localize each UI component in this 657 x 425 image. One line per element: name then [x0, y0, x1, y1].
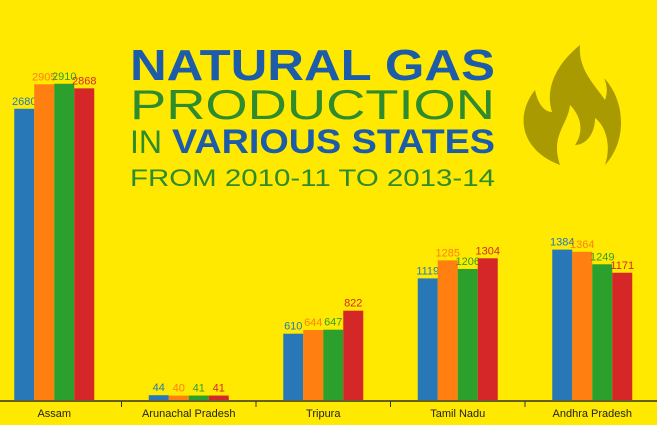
bar [188, 395, 209, 400]
value-label: 44 [153, 382, 165, 394]
bar [14, 108, 35, 401]
subtitle: FROM 2010-11 TO 2013-14 [130, 165, 495, 192]
bar [34, 84, 55, 400]
bar [572, 251, 593, 400]
title-line: IN [130, 124, 162, 160]
value-label: 1119 [416, 265, 439, 277]
value-label: 41 [193, 383, 205, 395]
value-label: 40 [173, 383, 185, 395]
bar [208, 395, 229, 400]
value-label: 1384 [550, 237, 574, 249]
value-label: 644 [304, 317, 322, 329]
bar [457, 268, 478, 400]
x-tick-label: Assam [37, 408, 71, 420]
value-label: 2868 [72, 75, 96, 87]
x-tick-label: Tripura [306, 408, 341, 420]
value-label: 822 [344, 298, 362, 310]
bar [477, 258, 498, 400]
bar [168, 395, 189, 400]
bar [612, 272, 633, 400]
bar [54, 83, 75, 400]
x-tick-label: Arunachal Pradesh [142, 408, 236, 420]
value-label: 2905 [32, 71, 56, 83]
value-label: 647 [324, 317, 342, 329]
bar [437, 260, 458, 400]
bar [592, 264, 613, 400]
title-line: PRODUCTION [130, 81, 495, 128]
bar [303, 330, 324, 400]
value-label: 1304 [476, 245, 500, 257]
bar [74, 88, 95, 401]
title-line: VARIOUS STATES [172, 123, 495, 161]
value-label: 1285 [436, 247, 460, 259]
value-label: 1171 [610, 260, 634, 272]
bar [148, 395, 169, 400]
value-label: 1364 [570, 239, 594, 251]
x-tick-label: Tamil Nadu [430, 408, 485, 420]
x-tick-label: Andhra Pradesh [553, 408, 633, 420]
title-line: NATURAL GAS [130, 41, 495, 90]
bar [283, 333, 304, 400]
value-label: 610 [284, 321, 302, 333]
value-label: 41 [213, 383, 225, 395]
value-label: 2680 [12, 96, 36, 108]
value-label: 1206 [456, 256, 480, 268]
bar [417, 278, 438, 400]
flame-icon [523, 45, 622, 165]
value-label: 2910 [52, 71, 76, 83]
bar [343, 310, 364, 400]
bar [323, 329, 344, 400]
bar [552, 249, 573, 400]
value-label: 1249 [590, 251, 614, 263]
